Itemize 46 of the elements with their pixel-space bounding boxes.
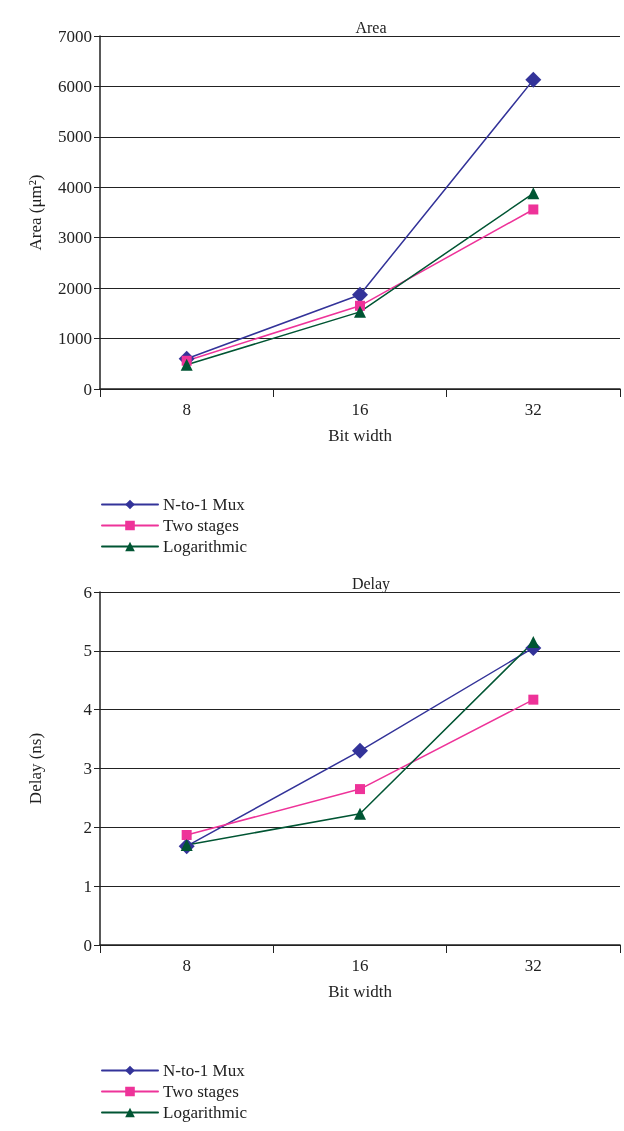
x-axis-title: Bit width	[328, 982, 393, 1001]
y-tick-label: 5	[83, 641, 92, 661]
point	[352, 286, 368, 303]
y-tick-label: 3	[83, 759, 92, 778]
y-tick-label: 3000	[58, 228, 92, 248]
point	[527, 636, 540, 649]
legend-label: Two stages	[163, 1082, 239, 1101]
point	[352, 742, 368, 759]
y-tick-label: 2	[83, 817, 92, 837]
y-tick-label: 4	[83, 700, 93, 720]
y-tick-label: 7000	[58, 26, 92, 46]
legend-label: N-to-1 Mux	[163, 495, 246, 514]
y-tick-label: 6000	[58, 76, 92, 96]
point	[354, 807, 366, 820]
y-axis-title: Delay (ns)	[26, 732, 45, 805]
x-axis-title: Bit width	[328, 426, 393, 445]
y-tick-label: 2000	[58, 278, 92, 298]
y-tick-label: 1	[83, 876, 92, 896]
point	[528, 694, 539, 705]
point	[528, 204, 539, 215]
y-axis-title: Area (μm²)	[26, 174, 45, 251]
x-tick-label: 8	[182, 956, 191, 975]
y-tick-label: 0	[83, 935, 92, 955]
point	[181, 829, 192, 840]
point	[354, 305, 366, 318]
chart-title: Delay	[351, 574, 391, 593]
y-tick-label: 5000	[58, 127, 92, 147]
x-tick-label: 8	[182, 400, 191, 419]
point	[355, 784, 365, 795]
y-tick-label: 0	[83, 379, 92, 399]
y-tick-label: 1000	[58, 329, 92, 349]
y-tick-label: 6	[83, 582, 92, 602]
point	[527, 187, 540, 200]
x-tick-label: 16	[351, 400, 369, 419]
y-tick-label: 4000	[58, 177, 92, 197]
x-tick-label: 32	[524, 956, 542, 975]
x-tick-label: 32	[524, 400, 542, 419]
legend-label: Two stages	[163, 516, 239, 535]
legend-label: Logarithmic	[163, 537, 248, 556]
point	[525, 71, 542, 88]
chart-title: Area	[355, 18, 387, 36]
point	[180, 358, 193, 371]
legend-label: Logarithmic	[163, 1103, 248, 1122]
x-tick-label: 16	[351, 956, 369, 975]
legend-label: N-to-1 Mux	[163, 1061, 246, 1080]
point	[180, 838, 193, 851]
